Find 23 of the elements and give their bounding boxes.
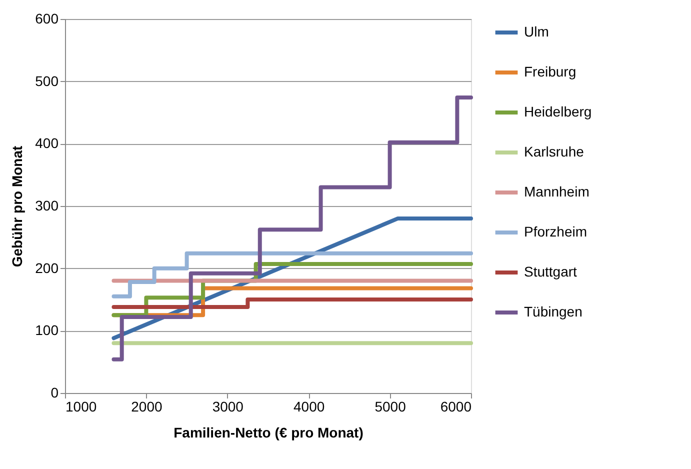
x-tick-label: 6000 bbox=[440, 398, 472, 414]
x-axis-title: Familien-Netto (€ pro Monat) bbox=[174, 424, 364, 440]
y-tick-label: 300 bbox=[35, 198, 59, 214]
legend-label: Karlsruhe bbox=[524, 144, 584, 160]
x-tick-label: 4000 bbox=[294, 398, 325, 414]
y-tick-label: 0 bbox=[50, 384, 59, 400]
legend-label: Stuttgart bbox=[524, 264, 578, 280]
y-axis-title: Gebühr pro Monat bbox=[9, 146, 26, 268]
y-tick-label: 400 bbox=[35, 135, 59, 152]
legend-label: Pforzheim bbox=[524, 224, 588, 240]
x-tick-label: 5000 bbox=[374, 398, 406, 414]
legend-label: Tübingen bbox=[524, 304, 582, 320]
y-tick-label: 500 bbox=[35, 72, 59, 89]
legend-label: Mannheim bbox=[524, 184, 590, 200]
legend-label: Heidelberg bbox=[524, 104, 592, 120]
legend-label: Freiburg bbox=[524, 64, 576, 80]
y-tick-label: 100 bbox=[35, 322, 59, 338]
y-tick-label: 200 bbox=[35, 260, 59, 276]
y-tick-label: 600 bbox=[35, 10, 59, 26]
legend-label: Ulm bbox=[524, 24, 549, 40]
x-tick-label: 3000 bbox=[212, 398, 244, 414]
x-tick-label: 2000 bbox=[131, 398, 162, 414]
x-tick-label: 1000 bbox=[66, 398, 97, 414]
